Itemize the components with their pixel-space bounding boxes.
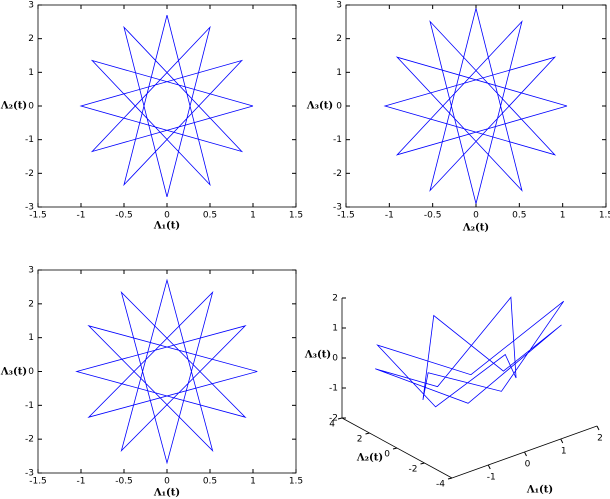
y-tick-label: -2 bbox=[409, 465, 418, 475]
x-tick-label: -0.5 bbox=[424, 211, 442, 221]
x-tick-label: 1.5 bbox=[289, 477, 303, 487]
y-tick bbox=[447, 477, 453, 480]
x-tick-label: -1 bbox=[77, 477, 86, 487]
y-tick-label: -3 bbox=[25, 469, 34, 479]
x-tick-label: 0.5 bbox=[203, 211, 217, 221]
x-tick-label: -1.5 bbox=[337, 211, 355, 221]
x-axis-label: Λ₁(t) bbox=[153, 221, 180, 232]
y-tick-label: -3 bbox=[333, 203, 342, 213]
y-tick-label: 0 bbox=[384, 450, 390, 460]
y-tick-label: -2 bbox=[333, 169, 342, 179]
y-tick-label: 3 bbox=[28, 266, 34, 276]
y-tick-label: -1 bbox=[25, 135, 34, 145]
y-tick bbox=[365, 432, 370, 435]
y-tick-label: 3 bbox=[28, 1, 34, 11]
y-tick-label: 1 bbox=[336, 68, 342, 78]
y-tick-label: 0 bbox=[28, 367, 34, 377]
x-tick-label: 1 bbox=[250, 477, 256, 487]
x-tick-label: 1 bbox=[561, 447, 567, 457]
trajectory bbox=[375, 296, 565, 408]
x-axis-label: Λ₁(t) bbox=[526, 485, 553, 496]
y-tick-label: 2 bbox=[336, 34, 342, 44]
y-tick-label: 2 bbox=[28, 299, 34, 309]
x-tick-label: 0 bbox=[164, 477, 170, 487]
z-tick-label: 1 bbox=[332, 324, 338, 334]
y-tick bbox=[420, 462, 425, 465]
x-tick-label: 1 bbox=[560, 211, 566, 221]
trajectory bbox=[383, 8, 568, 204]
x-tick-label: 1.5 bbox=[599, 211, 610, 221]
y-tick-label: -3 bbox=[25, 203, 34, 213]
y-tick-label: 0 bbox=[336, 102, 342, 112]
y-tick-label: -1 bbox=[333, 135, 342, 145]
y-tick bbox=[337, 417, 343, 420]
y-tick-label: 3 bbox=[336, 1, 342, 11]
x-tick-label: 1.5 bbox=[289, 211, 303, 221]
z-tick-label: -1 bbox=[329, 384, 338, 394]
y-tick bbox=[392, 447, 398, 450]
y-tick-label: 1 bbox=[28, 333, 34, 343]
axes-box bbox=[37, 4, 297, 208]
x-tick bbox=[560, 438, 564, 444]
y-tick-label: -4 bbox=[436, 480, 445, 490]
y-axis-label: Λ₂(t) bbox=[356, 453, 383, 464]
x-tick-label: -1.5 bbox=[29, 211, 47, 221]
y-tick-label: -1 bbox=[25, 401, 34, 411]
y-axis-label: Λ₃(t) bbox=[0, 367, 27, 378]
x-tick-label: 0 bbox=[473, 211, 479, 221]
y-tick-label: 2 bbox=[28, 34, 34, 44]
y-tick-label: -2 bbox=[25, 169, 34, 179]
x-tick-label: -0.5 bbox=[115, 477, 133, 487]
z-axis-label: Λ₃(t) bbox=[304, 350, 331, 361]
y-tick-label: 0 bbox=[28, 102, 34, 112]
y-axis-label: Λ₃(t) bbox=[306, 101, 333, 112]
x-tick-label: -1.5 bbox=[29, 477, 47, 487]
y-tick-label: 2 bbox=[357, 435, 363, 445]
x-tick-label: -1 bbox=[77, 211, 86, 221]
x-tick-label: 0 bbox=[164, 211, 170, 221]
x-tick-label: 0.5 bbox=[203, 477, 217, 487]
x-tick bbox=[596, 425, 600, 431]
y-axis-label: Λ₂(t) bbox=[0, 101, 27, 112]
x-tick bbox=[524, 451, 527, 457]
x-axis-label: Λ₁(t) bbox=[153, 488, 180, 499]
x-tick-label: 1 bbox=[250, 211, 256, 221]
z-tick-label: 0 bbox=[332, 354, 338, 364]
z-tick-label: 2 bbox=[332, 294, 338, 304]
trajectory bbox=[75, 278, 258, 465]
x-tick-label: 0 bbox=[525, 460, 531, 470]
z-tick-label: -2 bbox=[329, 414, 338, 424]
x-tick-label: -1 bbox=[385, 211, 394, 221]
y-tick-label: 4 bbox=[329, 420, 335, 430]
trajectory bbox=[79, 15, 254, 197]
x-tick-label: 0.5 bbox=[512, 211, 526, 221]
x-tick bbox=[487, 464, 491, 470]
x-tick-label: -1 bbox=[487, 473, 496, 483]
x-axis-label: Λ₂(t) bbox=[462, 223, 489, 234]
x-tick-label: -0.5 bbox=[115, 211, 133, 221]
y-tick-label: 1 bbox=[28, 68, 34, 78]
x-tick-label: 2 bbox=[597, 434, 603, 444]
y-tick-label: -2 bbox=[25, 435, 34, 445]
